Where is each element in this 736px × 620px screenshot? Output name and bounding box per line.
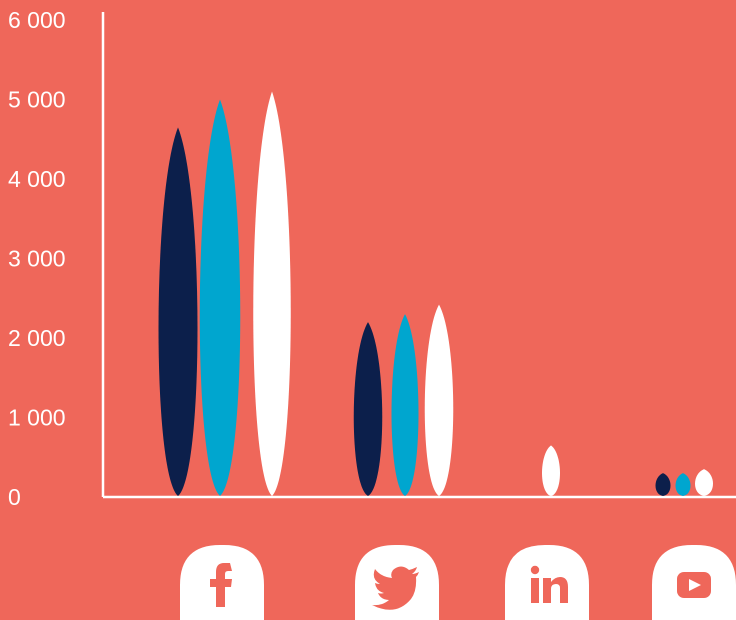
linkedin-glyph-i: [531, 578, 539, 603]
bar-twitter-series-3: [424, 304, 454, 496]
y-tick-label-3: 3 000: [8, 246, 66, 272]
bar-youtube-series-2: [675, 473, 691, 496]
y-tick-label-0: 0: [8, 484, 21, 510]
linkedin-glyph-dot: [530, 565, 540, 575]
bar-youtube-series-3: [695, 469, 713, 496]
bar-facebook-series-3: [253, 91, 291, 497]
linkedin-icon: [505, 545, 589, 620]
facebook-glyph: [210, 563, 232, 607]
twitter-icon: [355, 545, 439, 620]
youtube-glyph-play: [689, 579, 701, 591]
bar-facebook-series-1: [158, 127, 198, 496]
y-tick-labels: 0 1 000 2 000 3 000 4 000 5 000 6 000: [8, 7, 66, 510]
y-tick-label-2: 2 000: [8, 325, 66, 351]
bars: [158, 91, 713, 497]
category-icons: [180, 545, 736, 620]
y-tick-label-1: 1 000: [8, 405, 66, 431]
facebook-icon: [180, 545, 264, 620]
bar-twitter-series-1: [353, 322, 383, 496]
youtube-icon: [652, 545, 736, 620]
bar-youtube-series-1: [655, 473, 671, 496]
twitter-glyph: [372, 566, 419, 610]
bar-linkedin-series-3: [542, 445, 560, 496]
bar-twitter-series-2: [391, 314, 419, 496]
bar-facebook-series-2: [199, 99, 241, 496]
y-tick-label-6: 6 000: [8, 7, 66, 33]
y-tick-label-5: 5 000: [8, 87, 66, 113]
linkedin-glyph-n: [543, 577, 568, 603]
y-tick-label-4: 4 000: [8, 166, 66, 192]
